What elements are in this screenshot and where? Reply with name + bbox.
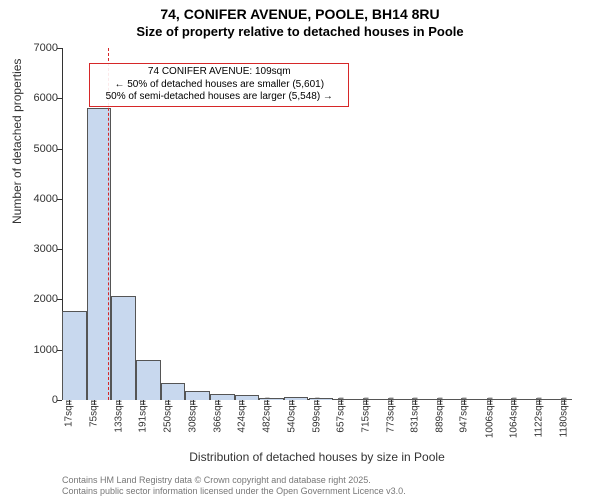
attribution-text: Contains HM Land Registry data © Crown c… — [62, 475, 406, 496]
x-tick-label: 1180sqm — [558, 397, 569, 437]
annotation-line: ← 50% of detached houses are smaller (5,… — [96, 79, 342, 92]
annotation-line: 74 CONIFER AVENUE: 109sqm — [96, 66, 342, 79]
histogram-bar — [506, 399, 531, 400]
x-tick-label: 308sqm — [187, 397, 198, 433]
annotation-box: 74 CONIFER AVENUE: 109sqm← 50% of detach… — [89, 63, 349, 107]
y-tick-mark — [57, 249, 62, 250]
histogram-bar — [309, 398, 334, 400]
y-tick-label: 0 — [18, 394, 58, 406]
y-tick-label: 7000 — [18, 42, 58, 54]
x-tick-label: 715sqm — [360, 397, 371, 433]
y-tick-mark — [57, 199, 62, 200]
histogram-bar — [333, 399, 358, 401]
y-tick-mark — [57, 400, 62, 401]
y-tick-label: 6000 — [18, 92, 58, 104]
histogram-bar — [62, 311, 87, 401]
y-tick-label: 3000 — [18, 243, 58, 255]
x-tick-label: 1122sqm — [533, 397, 544, 437]
histogram-bar — [284, 397, 309, 400]
histogram-bar — [530, 399, 555, 400]
histogram-bar — [111, 296, 136, 400]
x-tick-label: 424sqm — [237, 397, 248, 433]
histogram-bar — [481, 399, 506, 400]
histogram-bar — [358, 399, 383, 400]
histogram-bar — [456, 399, 481, 400]
x-tick-label: 540sqm — [286, 397, 297, 433]
histogram-bar — [407, 399, 432, 400]
y-tick-mark — [57, 299, 62, 300]
x-tick-label: 133sqm — [113, 397, 124, 433]
histogram-bar — [161, 383, 186, 400]
x-tick-label: 947sqm — [459, 397, 470, 433]
y-tick-label: 4000 — [18, 193, 58, 205]
y-tick-mark — [57, 98, 62, 99]
x-tick-label: 482sqm — [261, 397, 272, 433]
attribution-line: Contains HM Land Registry data © Crown c… — [62, 475, 406, 485]
y-tick-label: 1000 — [18, 344, 58, 356]
page-subtitle: Size of property relative to detached ho… — [0, 24, 600, 40]
x-tick-label: 250sqm — [163, 397, 174, 433]
x-axis-label: Distribution of detached houses by size … — [62, 450, 572, 464]
x-tick-label: 1064sqm — [509, 397, 520, 438]
y-tick-label: 5000 — [18, 143, 58, 155]
histogram-bar — [185, 391, 210, 400]
x-tick-label: 657sqm — [336, 397, 347, 433]
x-tick-label: 889sqm — [434, 397, 445, 433]
x-tick-label: 75sqm — [88, 397, 99, 427]
histogram-bar — [555, 399, 572, 400]
x-tick-label: 191sqm — [138, 397, 149, 433]
x-tick-label: 366sqm — [212, 397, 223, 433]
histogram-bar — [235, 395, 260, 400]
y-tick-label: 2000 — [18, 293, 58, 305]
y-tick-mark — [57, 48, 62, 49]
x-tick-label: 831sqm — [410, 397, 421, 433]
y-tick-mark — [57, 149, 62, 150]
histogram-bar — [432, 399, 457, 400]
x-tick-label: 17sqm — [64, 397, 75, 427]
histogram-bar — [382, 399, 407, 400]
histogram-chart: 0100020003000400050006000700017sqm75sqm1… — [62, 48, 572, 400]
x-tick-label: 1006sqm — [484, 397, 495, 438]
histogram-bar — [259, 398, 284, 401]
page-title: 74, CONIFER AVENUE, POOLE, BH14 8RU — [0, 6, 600, 24]
x-tick-label: 599sqm — [311, 397, 322, 433]
x-tick-label: 773sqm — [385, 397, 396, 433]
attribution-line: Contains public sector information licen… — [62, 486, 406, 496]
histogram-bar — [136, 360, 161, 400]
histogram-bar — [210, 394, 235, 400]
annotation-line: 50% of semi-detached houses are larger (… — [96, 91, 342, 104]
